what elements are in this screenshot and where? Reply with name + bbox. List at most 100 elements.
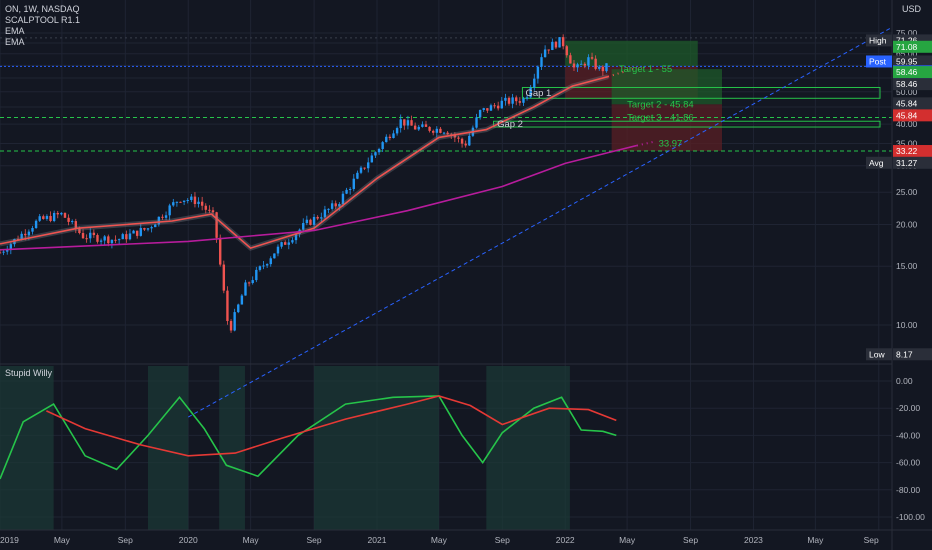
candle-body	[561, 37, 565, 47]
candle-body	[6, 250, 9, 252]
ema-fast-projection	[607, 66, 638, 78]
candle-body	[251, 280, 254, 284]
oscillator-slow-line	[46, 395, 617, 457]
symbol-legend[interactable]: ON, 1W, NASDAQ SCALPTOOL R1.1 EMA EMA	[5, 4, 80, 48]
candle-body	[89, 232, 92, 239]
candle-body	[211, 210, 215, 213]
candle-body	[244, 282, 247, 296]
candle-body	[237, 304, 240, 313]
osc-tick-label: -80.00	[896, 485, 920, 495]
candle-body	[327, 208, 330, 210]
oscillator-lines	[0, 395, 617, 480]
candle-body	[486, 108, 489, 111]
indicator-ema-2[interactable]: EMA	[5, 37, 25, 47]
candle-body	[172, 202, 175, 206]
candle-body	[536, 66, 540, 79]
time-tick-label: May	[807, 535, 824, 545]
oscillator-zone	[219, 366, 245, 530]
osc-tick-label: -100.00	[896, 512, 925, 522]
candle-body	[139, 228, 142, 236]
candle-body	[81, 233, 85, 239]
candle-body	[190, 196, 193, 201]
target-1-value: 58.46	[896, 67, 918, 77]
candle-body	[554, 41, 558, 48]
oscillator-title[interactable]: Stupid Willy	[5, 368, 53, 378]
candle-body	[233, 312, 236, 331]
candle-body	[34, 220, 38, 229]
candle-body	[413, 125, 417, 130]
candle-body	[157, 216, 161, 225]
gap-2-box	[493, 120, 881, 128]
candle-body	[598, 66, 601, 69]
candle-body	[518, 101, 522, 103]
candle-body	[240, 295, 244, 305]
candle-body	[273, 253, 276, 259]
candle-body	[356, 172, 359, 179]
osc-tick-label: -60.00	[896, 458, 920, 468]
candle-body	[255, 269, 258, 281]
symbol-line[interactable]: ON, 1W, NASDAQ	[5, 4, 80, 14]
oscillator-legend[interactable]: Stupid Willy	[5, 368, 52, 379]
target-1-badge	[893, 66, 932, 79]
candle-body	[460, 138, 464, 144]
avg-value: 31.27	[896, 158, 918, 168]
candle-body	[590, 57, 594, 59]
candle-body	[601, 66, 605, 72]
candle-body	[403, 119, 406, 126]
candle-body	[363, 167, 366, 169]
candle-body	[496, 105, 500, 109]
candle-body	[24, 233, 27, 236]
candle-body	[565, 46, 568, 56]
candle-body	[186, 200, 189, 202]
high-value: 71.26	[896, 35, 918, 45]
candle-body	[247, 282, 251, 284]
candle-body	[42, 216, 45, 219]
indicator-ema-1[interactable]: EMA	[5, 26, 25, 36]
currency-label: USD	[902, 4, 922, 14]
candle-body	[0, 252, 2, 254]
candle-body	[504, 97, 507, 101]
candle-body	[529, 87, 532, 98]
candle-body	[294, 234, 298, 241]
candle-body	[265, 264, 269, 266]
candle-body	[78, 228, 81, 234]
target-2-badge	[893, 97, 932, 110]
candle-body	[320, 217, 323, 219]
candle-body	[262, 265, 265, 267]
candle-body	[576, 64, 579, 68]
candles	[0, 34, 608, 333]
candle-body	[587, 57, 590, 66]
candle-body	[464, 143, 467, 146]
candle-body	[276, 246, 280, 254]
candle-body	[345, 189, 348, 194]
post-value: 59.95	[896, 56, 918, 66]
target-3-label: Target 3 - 41.86	[627, 113, 694, 124]
candle-body	[67, 217, 70, 222]
time-tick-label: May	[54, 535, 71, 545]
price-tick-label: 50.00	[896, 87, 918, 97]
candle-body	[38, 216, 41, 221]
ema-slow-line	[0, 144, 638, 251]
target-1-b-badge	[893, 78, 932, 91]
candle-body	[258, 266, 262, 270]
candle-body	[392, 133, 395, 139]
time-tick-label: May	[619, 535, 636, 545]
candle-body	[515, 97, 518, 102]
candle-body	[125, 234, 128, 240]
ema-slow-projection	[636, 140, 656, 147]
indicator-scalptool[interactable]: SCALPTOOL R1.1	[5, 15, 81, 25]
candle-body	[439, 128, 442, 133]
candle-body	[367, 162, 370, 169]
stop-value: 33.22	[896, 146, 918, 156]
candle-body	[302, 223, 305, 230]
post-tag	[866, 55, 892, 68]
avg-tag	[866, 156, 892, 169]
candle-body	[146, 228, 150, 230]
candle-body	[540, 57, 543, 67]
candle-body	[338, 204, 341, 207]
candle-body	[543, 49, 547, 58]
candle-body	[605, 63, 608, 72]
candle-body	[208, 209, 211, 211]
